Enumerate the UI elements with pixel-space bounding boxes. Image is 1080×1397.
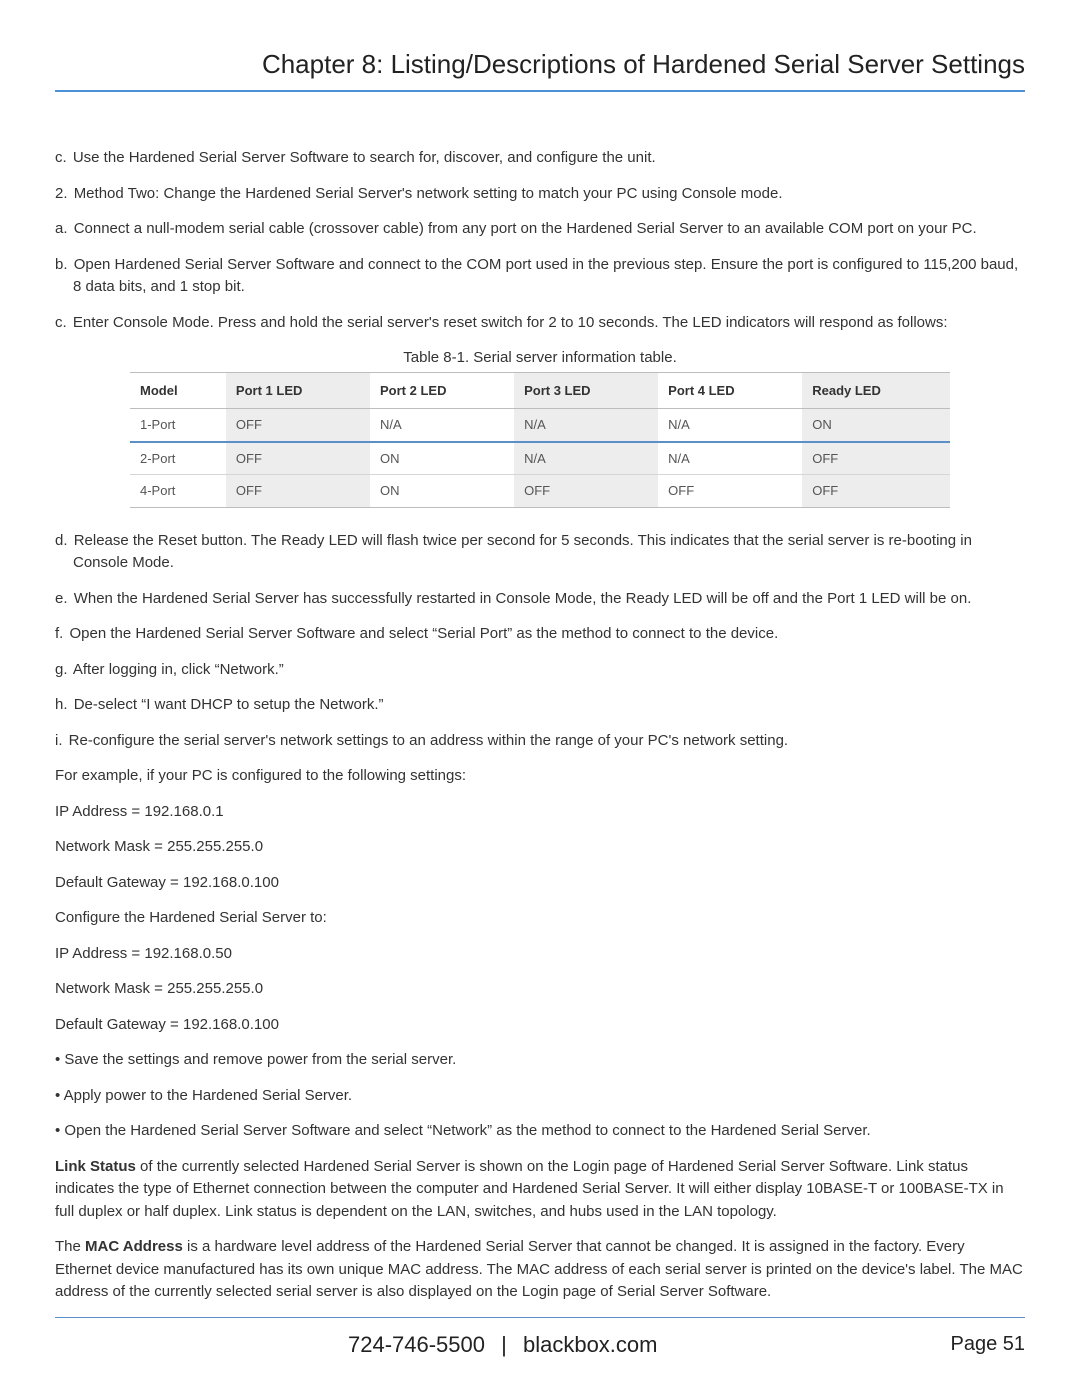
bullet-item: Open the Hardened Serial Server Software… (55, 1120, 1025, 1143)
table-row: 2-Port OFF ON N/A N/A OFF (130, 442, 950, 475)
step-text: De-select “I want DHCP to setup the Netw… (74, 696, 384, 713)
table-cell: 2-Port (130, 442, 226, 475)
table-cell: OFF (802, 442, 950, 475)
steps-before-table: c. Use the Hardened Serial Server Softwa… (55, 147, 1025, 334)
step-text: Open the Hardened Serial Server Software… (70, 625, 779, 642)
table-row: 1-Port OFF N/A N/A N/A ON (130, 409, 950, 442)
table-cell: ON (370, 475, 514, 508)
server-setting-line: IP Address = 192.168.0.50 (55, 943, 1025, 966)
table-header: Port 4 LED (658, 372, 802, 409)
table-cell: N/A (658, 442, 802, 475)
server-setting-line: Network Mask = 255.255.255.0 (55, 978, 1025, 1001)
table-cell: OFF (658, 475, 802, 508)
step-label: a. (55, 220, 70, 237)
table-cell: 1-Port (130, 409, 226, 442)
step-item: g. After logging in, click “Network.” (55, 659, 1025, 682)
mac-text: is a hardware level address of the Harde… (55, 1238, 1023, 1300)
footer-site: blackbox.com (523, 1332, 658, 1357)
footer-center: 724-746-5500 | blackbox.com (55, 1328, 950, 1361)
table-cell: N/A (514, 442, 658, 475)
step-item: d. Release the Reset button. The Ready L… (55, 530, 1025, 575)
step-label: i. (55, 732, 65, 749)
link-status-text: of the currently selected Hardened Seria… (55, 1158, 1004, 1220)
step-item: e. When the Hardened Serial Server has s… (55, 588, 1025, 611)
table-header: Model (130, 372, 226, 409)
mac-bold: MAC Address (85, 1238, 183, 1255)
step-text: Connect a null-modem serial cable (cross… (74, 220, 977, 237)
table-cell: ON (370, 442, 514, 475)
step-label: d. (55, 532, 70, 549)
mac-lead: The (55, 1238, 85, 1255)
step-label: f. (55, 625, 65, 642)
pc-setting-line: IP Address = 192.168.0.1 (55, 801, 1025, 824)
bullet-list: Save the settings and remove power from … (55, 1049, 1025, 1143)
pc-setting-line: Default Gateway = 192.168.0.100 (55, 872, 1025, 895)
step-item: a. Connect a null-modem serial cable (cr… (55, 218, 1025, 241)
step-text: After logging in, click “Network.” (73, 661, 284, 678)
table-cell: N/A (370, 409, 514, 442)
table-header: Ready LED (802, 372, 950, 409)
step-label: 2. (55, 185, 70, 202)
step-item: f. Open the Hardened Serial Server Softw… (55, 623, 1025, 646)
bullet-item: Save the settings and remove power from … (55, 1049, 1025, 1072)
step-text: Re-configure the serial server's network… (69, 732, 788, 749)
table-cell: OFF (226, 475, 370, 508)
link-status-paragraph: Link Status of the currently selected Ha… (55, 1156, 1025, 1224)
mac-address-paragraph: The MAC Address is a hardware level addr… (55, 1236, 1025, 1304)
step-item: c. Enter Console Mode. Press and hold th… (55, 312, 1025, 335)
steps-after-table: d. Release the Reset button. The Ready L… (55, 530, 1025, 753)
step-item: 2. Method Two: Change the Hardened Seria… (55, 183, 1025, 206)
table-cell: N/A (514, 409, 658, 442)
footer-page-number: Page 51 (950, 1329, 1025, 1359)
table-row: 4-Port OFF ON OFF OFF OFF (130, 475, 950, 508)
step-item: h. De-select “I want DHCP to setup the N… (55, 694, 1025, 717)
table-header: Port 1 LED (226, 372, 370, 409)
configure-intro: Configure the Hardened Serial Server to: (55, 907, 1025, 930)
step-text: Method Two: Change the Hardened Serial S… (74, 185, 783, 202)
step-label: c. (55, 314, 69, 331)
step-label: c. (55, 149, 69, 166)
table-cell: OFF (514, 475, 658, 508)
table-caption: Table 8-1. Serial server information tab… (55, 347, 1025, 370)
step-item: c. Use the Hardened Serial Server Softwa… (55, 147, 1025, 170)
step-item: i. Re-configure the serial server's netw… (55, 730, 1025, 753)
step-text: When the Hardened Serial Server has succ… (74, 590, 972, 607)
footer-separator: | (501, 1332, 507, 1357)
step-label: g. (55, 661, 70, 678)
table-header-row: Model Port 1 LED Port 2 LED Port 3 LED P… (130, 372, 950, 409)
table-cell: ON (802, 409, 950, 442)
table-cell: N/A (658, 409, 802, 442)
step-label: e. (55, 590, 70, 607)
server-setting-line: Default Gateway = 192.168.0.100 (55, 1014, 1025, 1037)
example-intro: For example, if your PC is configured to… (55, 765, 1025, 788)
step-text: Release the Reset button. The Ready LED … (73, 532, 972, 572)
table-cell: 4-Port (130, 475, 226, 508)
table-header: Port 3 LED (514, 372, 658, 409)
step-item: b. Open Hardened Serial Server Software … (55, 254, 1025, 299)
step-label: b. (55, 256, 70, 273)
page-footer: 724-746-5500 | blackbox.com Page 51 (55, 1317, 1025, 1361)
bullet-item: Apply power to the Hardened Serial Serve… (55, 1085, 1025, 1108)
chapter-title: Chapter 8: Listing/Descriptions of Harde… (55, 45, 1025, 92)
step-label: h. (55, 696, 70, 713)
table-header: Port 2 LED (370, 372, 514, 409)
step-text: Enter Console Mode. Press and hold the s… (73, 314, 948, 331)
table-cell: OFF (802, 475, 950, 508)
pc-setting-line: Network Mask = 255.255.255.0 (55, 836, 1025, 859)
table-cell: OFF (226, 442, 370, 475)
step-text: Open Hardened Serial Server Software and… (73, 256, 1018, 296)
table-cell: OFF (226, 409, 370, 442)
step-text: Use the Hardened Serial Server Software … (73, 149, 656, 166)
link-status-bold: Link Status (55, 1158, 136, 1175)
led-table: Model Port 1 LED Port 2 LED Port 3 LED P… (130, 372, 950, 508)
footer-phone: 724-746-5500 (348, 1332, 485, 1357)
